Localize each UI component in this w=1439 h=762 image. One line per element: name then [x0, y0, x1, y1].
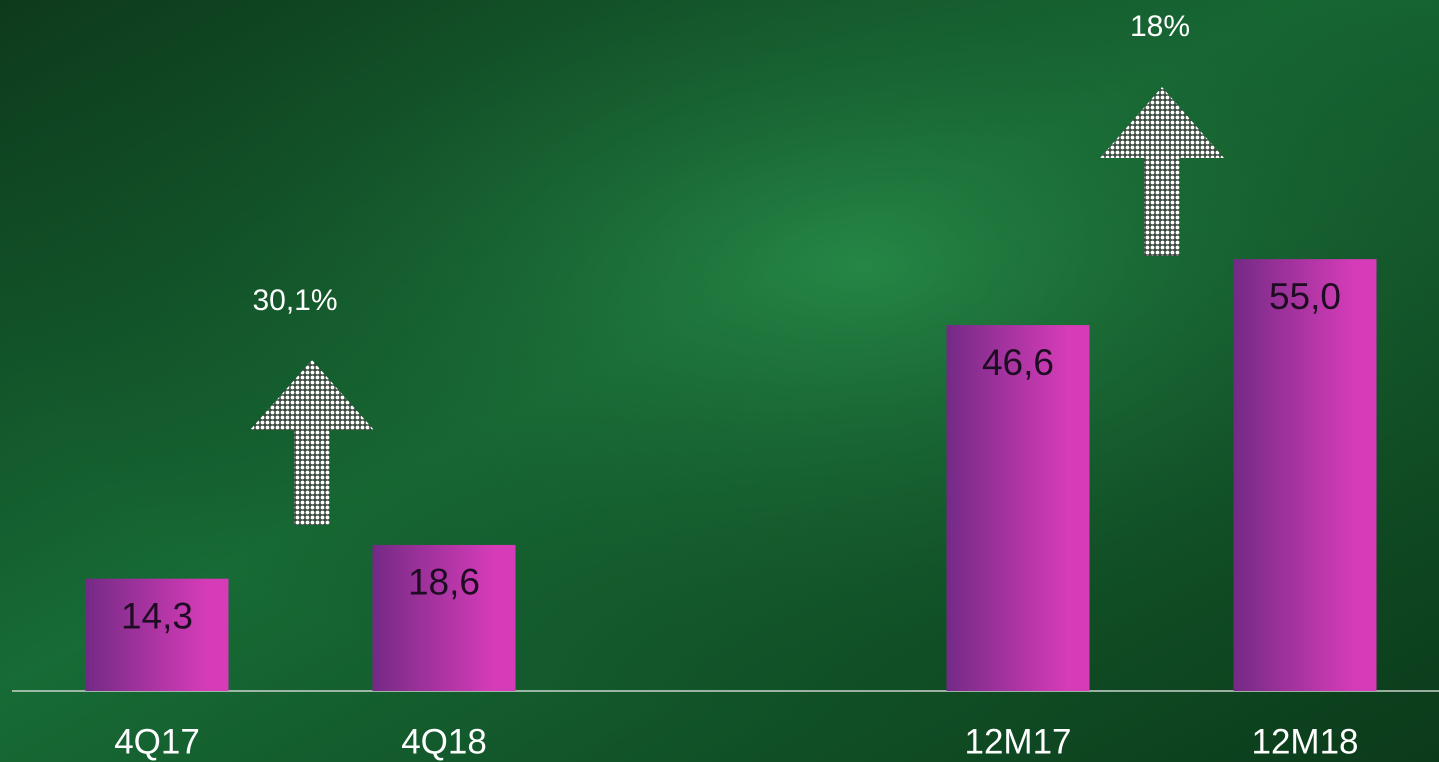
bar [1233, 259, 1377, 691]
value-label: 14,3 [121, 595, 193, 636]
growth-arrow [1100, 87, 1224, 256]
value-label: 46,6 [982, 342, 1054, 383]
bar [946, 325, 1090, 691]
annotation: 30,1% [252, 284, 337, 317]
bar [85, 578, 229, 691]
value-label: 55,0 [1269, 276, 1341, 317]
x-tick-label: 4Q17 [114, 722, 200, 761]
x-tick-label: 4Q18 [401, 722, 487, 761]
value-label: 18,6 [408, 562, 480, 603]
growth-arrow [250, 360, 374, 525]
x-tick-label: 12M18 [1251, 722, 1358, 761]
bar [372, 544, 516, 691]
x-tick-label: 12M17 [964, 722, 1071, 761]
annotation: 18% [1130, 10, 1190, 43]
